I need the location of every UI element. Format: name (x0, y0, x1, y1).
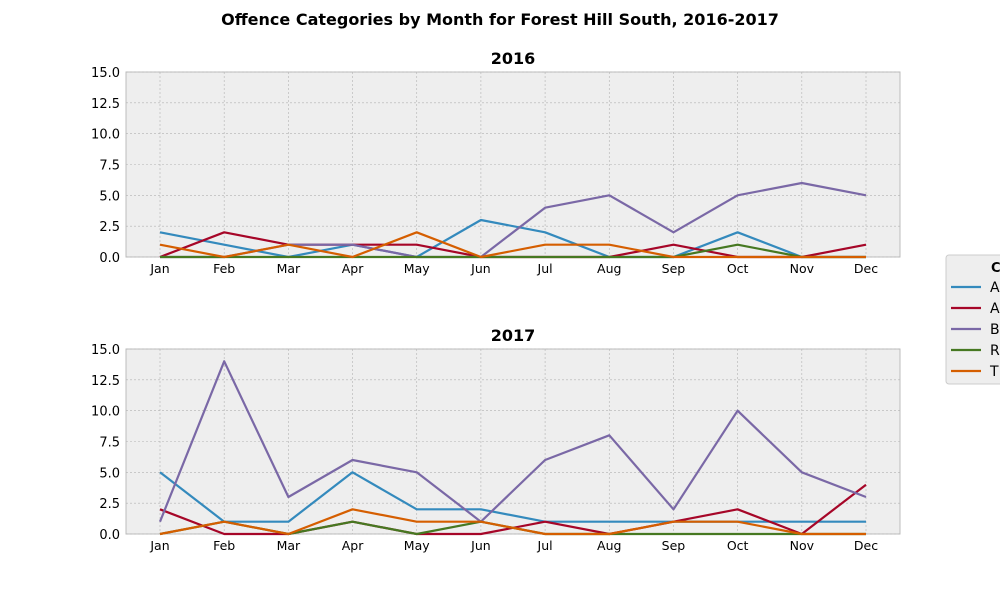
x-tick-label: Nov (790, 261, 815, 276)
x-tick-label: May (404, 261, 430, 276)
x-tick-label: Aug (597, 538, 621, 553)
y-tick-label: 12.5 (91, 374, 120, 389)
y-tick-label: 10.0 (91, 128, 120, 143)
y-tick-label: 7.5 (99, 159, 120, 174)
y-tick-label: 10.0 (91, 405, 120, 420)
x-tick-label: Jun (470, 261, 491, 276)
x-tick-label: Oct (727, 261, 749, 276)
series-line-1 (159, 218, 866, 259)
x-tick-label: Nov (790, 538, 815, 553)
subplot-2016: 0.0 2.5 5.0 7.5 10.0 12.5 15.0 Jan Feb Mar Apr May J… (91, 49, 901, 276)
y-tick-label: 2.5 (99, 220, 120, 235)
y-tick-label: 7.5 (99, 436, 120, 451)
legend-entry: A: (990, 280, 1000, 296)
x-tick-label: Apr (342, 538, 364, 553)
x-tick-label: Oct (727, 538, 749, 553)
y-tick-label: 0.0 (99, 528, 120, 543)
series-line-1 (159, 471, 866, 523)
subplot-title: 2016 (491, 49, 536, 68)
y-tick-label: 15.0 (91, 343, 120, 358)
y-tick-label: 12.5 (91, 97, 120, 112)
x-tick-label: May (404, 538, 430, 553)
subplot-title: 2017 (491, 326, 536, 345)
x-tick-label: Jun (470, 538, 491, 553)
y-tick-label: 5.0 (99, 189, 120, 204)
x-tick-label: Jan (149, 261, 169, 276)
x-tick-label: Mar (277, 261, 301, 276)
x-tick-label: Mar (277, 538, 301, 553)
x-tick-label: Sep (662, 261, 686, 276)
figure-title: Offence Categories by Month for Forest H… (221, 10, 779, 29)
x-tick-label: Aug (597, 261, 621, 276)
x-tick-label: Feb (213, 538, 235, 553)
y-tick-label: 0.0 (99, 251, 120, 266)
x-tick-label: Feb (213, 261, 235, 276)
y-tick-label: 15.0 (91, 66, 120, 81)
series-line-5 (159, 231, 866, 259)
y-tick-label: 5.0 (99, 466, 120, 481)
x-tick-label: Dec (854, 261, 878, 276)
x-tick-label: Jul (537, 261, 553, 276)
x-tick-label: Apr (342, 261, 364, 276)
series-line-5 (159, 508, 866, 536)
legend-entry: T (989, 364, 999, 380)
legend-entry: A (990, 301, 1000, 317)
x-tick-label: Dec (854, 538, 878, 553)
x-tick-label: Jul (537, 538, 553, 553)
legend-entry: R (990, 343, 1000, 359)
y-tick-label: 2.5 (99, 497, 120, 512)
legend-title: C (991, 261, 1000, 276)
x-tick-label: Sep (662, 538, 686, 553)
legend-entry: B (990, 322, 1000, 338)
x-tick-label: Jan (149, 538, 169, 553)
series-line-4 (160, 243, 866, 259)
series-line-3 (158, 360, 867, 523)
subplot-2017: 0.0 2.5 5.0 7.5 10.0 12.5 15.0 Jan Feb Mar Apr May J… (91, 326, 901, 553)
